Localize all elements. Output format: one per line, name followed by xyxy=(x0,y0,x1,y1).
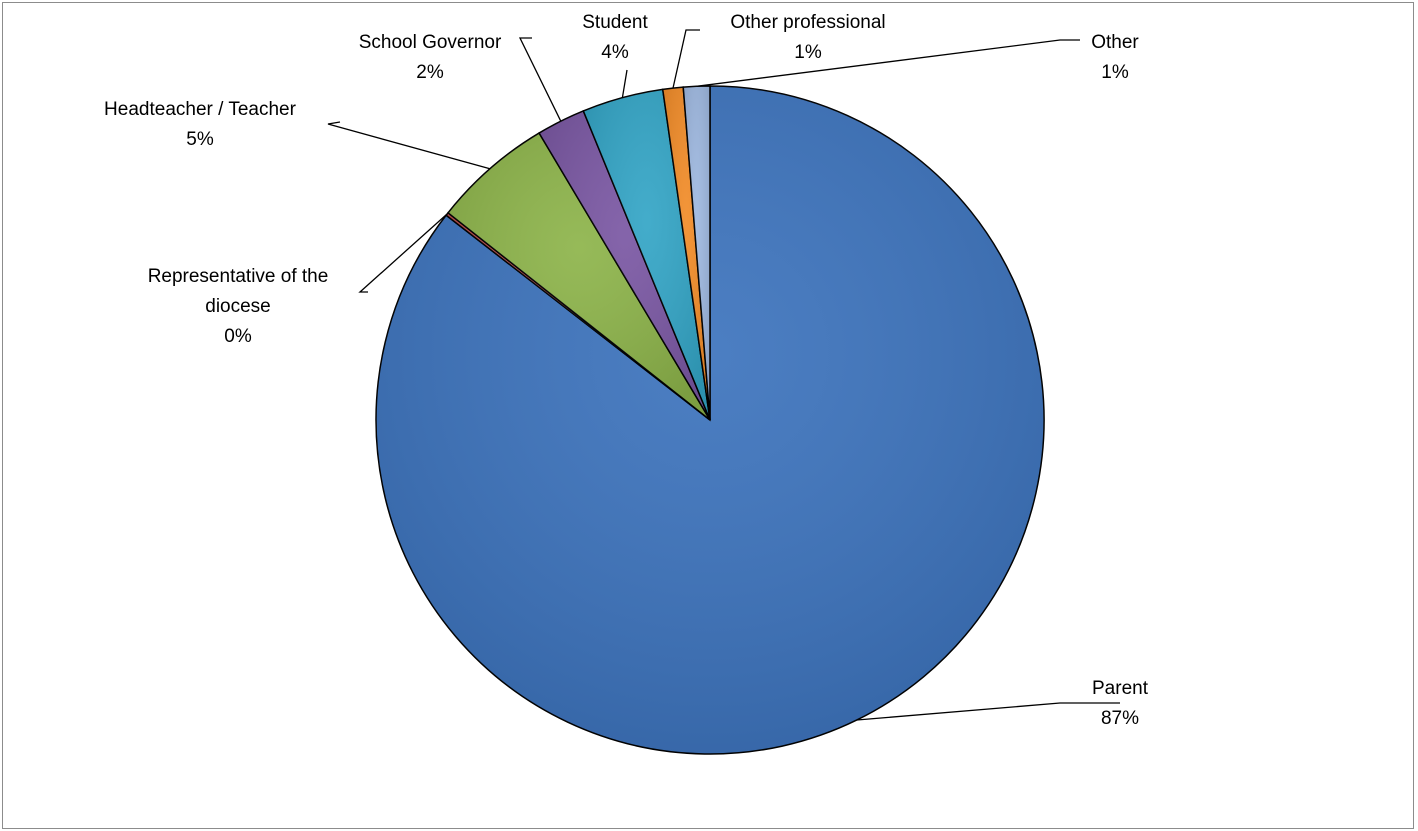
data-label-school-governor: School Governor 2% xyxy=(359,32,502,83)
data-label-other-professional: Other professional 1% xyxy=(730,12,885,63)
data-label-representative-of-the-diocese: Representative of the diocese 0% xyxy=(148,266,329,347)
pie-slice-shade-other-professional xyxy=(662,87,710,420)
data-label-headteacher-teacher: Headteacher / Teacher 5% xyxy=(104,99,297,150)
leader-line-headteacher-teacher xyxy=(327,121,491,170)
leader-line-other-professional xyxy=(672,29,700,89)
data-label-other: Other 1% xyxy=(1091,32,1139,83)
data-label-student: Student 4% xyxy=(582,12,648,63)
leader-line-representative-of-the-diocese xyxy=(358,213,448,293)
pie-slice-shade-student xyxy=(583,89,710,421)
leader-line-other xyxy=(696,39,1080,87)
pie-slices xyxy=(375,85,1045,755)
leader-line-student xyxy=(621,69,628,98)
leader-line-school-governor xyxy=(518,37,562,122)
leader-lines xyxy=(327,29,1120,721)
pie-slice-shade-headteacher-teacher xyxy=(448,133,710,421)
pie-slice-shade-school-governor xyxy=(539,110,710,421)
pie-slice-shade-other xyxy=(683,86,710,420)
leader-line-parent xyxy=(856,702,1120,721)
data-labels: Parent 87% Representative of the diocese 0% H… xyxy=(104,12,1149,729)
data-label-parent: Parent 87% xyxy=(1092,678,1149,729)
